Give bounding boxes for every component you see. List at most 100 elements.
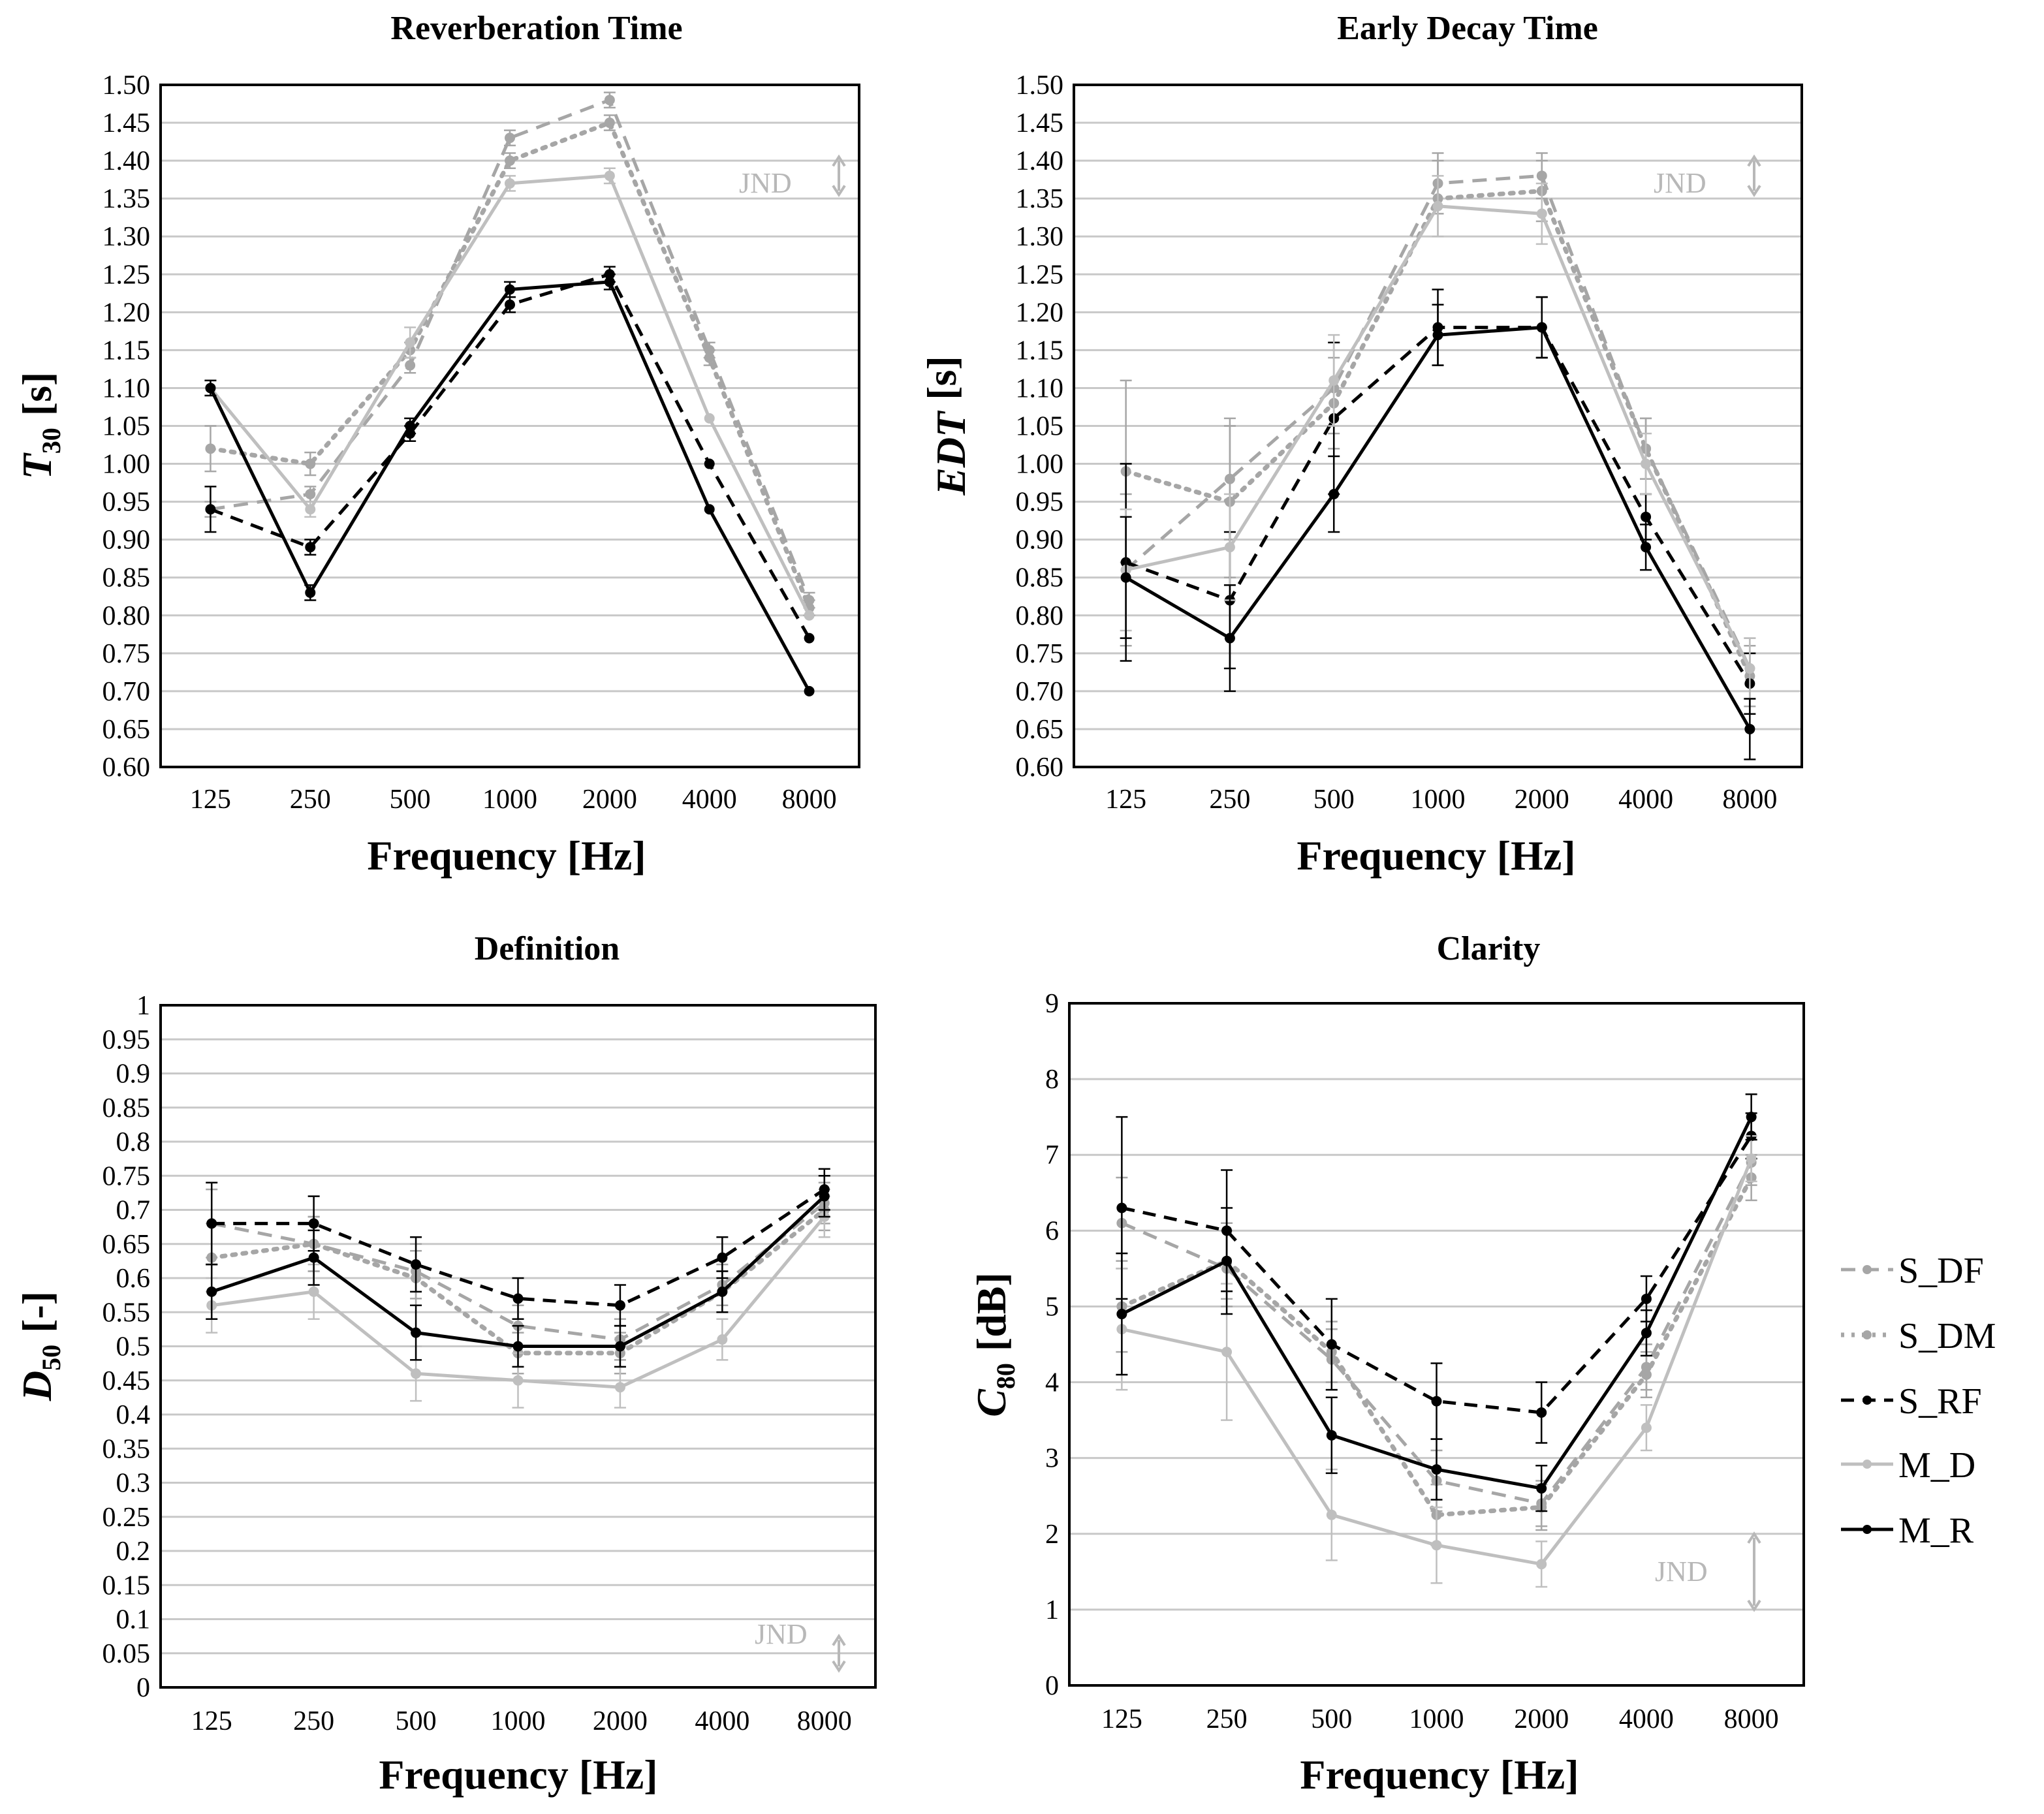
- data-point: [1329, 489, 1340, 499]
- y-tick-label: 0.95: [102, 1025, 151, 1055]
- data-point: [505, 284, 515, 295]
- jnd-arrow-head: [1747, 1531, 1761, 1544]
- jnd-arrow-head: [832, 154, 846, 167]
- jnd-label: JND: [739, 167, 792, 199]
- plot-frame: [159, 84, 860, 768]
- x-axis-label: Frequency [Hz]: [367, 832, 646, 879]
- chart-clarity: Clarity 0 1 2 3 4 5 6 7 8 9 125 250 500 1000 2000 4000 8…: [968, 930, 1805, 1798]
- plot-frame: [159, 1004, 877, 1689]
- data-point: [305, 458, 316, 469]
- data-point: [305, 489, 316, 499]
- data-point: [704, 413, 715, 424]
- chart-definition: Definition 0 0.05 0.1 0.15 0.2 0.25 0.3 0.35 0.4…: [14, 930, 877, 1798]
- y-tick-label: 1.35: [1016, 184, 1064, 214]
- x-tick-label: 2000: [1514, 1704, 1569, 1734]
- y-tick-label: 1.45: [1016, 108, 1064, 138]
- y-tick-label: 1.30: [1016, 222, 1064, 252]
- series-s-rf: [204, 266, 815, 644]
- data-point: [512, 1341, 524, 1352]
- y-tick-label: 0.7: [116, 1196, 151, 1226]
- data-point: [804, 633, 815, 644]
- data-point: [205, 443, 216, 454]
- x-tick-label: 8000: [797, 1706, 852, 1736]
- x-tick-label: 2000: [1515, 785, 1569, 815]
- data-point: [205, 383, 216, 394]
- data-point: [305, 587, 316, 598]
- data-point: [1641, 542, 1652, 553]
- data-point: [512, 1375, 524, 1386]
- y-tick-label: 1.05: [1016, 412, 1064, 442]
- y-tick-label: 1.00: [1016, 450, 1064, 480]
- jnd-arrow-head: [832, 1633, 846, 1646]
- series-line: [1125, 204, 1752, 670]
- y-tick-label: 0.85: [102, 1093, 151, 1123]
- data-point: [512, 1293, 524, 1304]
- chart-title: Early Decay Time: [1337, 10, 1598, 47]
- y-tick-label: 0.65: [1016, 715, 1064, 745]
- data-point: [411, 1259, 422, 1270]
- x-tick-label: 125: [1105, 785, 1146, 815]
- data-point: [1641, 1369, 1652, 1380]
- series-line: [209, 174, 811, 616]
- x-tick-label: 250: [293, 1706, 334, 1736]
- y-tick-label: 1.20: [1016, 298, 1064, 328]
- legend-label: M_R: [1898, 1510, 1974, 1551]
- y-tick-label: 0.75: [1016, 639, 1064, 669]
- data-point: [1746, 1112, 1757, 1123]
- series-line: [1124, 174, 1752, 670]
- data-point: [1536, 1483, 1547, 1494]
- x-tick-label: 1000: [482, 785, 537, 815]
- data-point: [1432, 200, 1443, 211]
- y-tick-label: 0.8: [116, 1127, 151, 1157]
- y-tick-label: 1.10: [102, 373, 151, 403]
- y-tick-label: 0.65: [102, 715, 151, 745]
- y-tick-label: 0.5: [116, 1332, 151, 1362]
- y-tick-label: 0.70: [1016, 677, 1064, 707]
- series-m-r: [1116, 1093, 1757, 1512]
- data-point: [1641, 458, 1652, 469]
- series-m-d: [1116, 1134, 1757, 1588]
- x-tick-label: 250: [1209, 785, 1250, 815]
- x-tick-label: 8000: [1724, 1704, 1779, 1734]
- legend-label: S_RF: [1898, 1381, 1982, 1422]
- y-tick-label: 0: [1045, 1671, 1059, 1701]
- data-point: [1744, 663, 1755, 674]
- data-point: [411, 1327, 422, 1338]
- jnd-arrow-head: [832, 185, 846, 198]
- jnd-arrow-head: [832, 1660, 846, 1673]
- y-tick-label: 0.75: [102, 639, 151, 669]
- legend-item-s-rf: S_RF: [1841, 1381, 1982, 1422]
- data-point: [1329, 375, 1340, 386]
- y-axis-label: D50[-]: [14, 1291, 66, 1401]
- y-tick-label: 0.60: [102, 753, 151, 783]
- y-tick-label: 1.20: [102, 298, 151, 328]
- data-point: [505, 133, 515, 144]
- data-point: [717, 1286, 728, 1297]
- legend-item-m-d: M_D: [1841, 1445, 1975, 1486]
- plot-frame: [1068, 1002, 1805, 1687]
- y-tick-label: 1.40: [102, 146, 151, 176]
- x-tick-label: 125: [190, 785, 231, 815]
- y-tick-label: 0.3: [116, 1469, 151, 1499]
- jnd-arrow-head: [1747, 154, 1761, 167]
- y-tick-label: 1.45: [102, 108, 151, 138]
- y-axis-label: EDT[s]: [919, 356, 974, 496]
- chart-title: Reverberation Time: [390, 10, 682, 47]
- data-point: [405, 337, 416, 348]
- chart-reverberation-time: Reverberation Time 0.60 0.65 0.70 0.75 0.80 0…: [14, 10, 860, 879]
- x-axis-label: Frequency [Hz]: [379, 1751, 657, 1798]
- data-point: [604, 117, 615, 129]
- x-axis-label: Frequency [Hz]: [1297, 832, 1575, 879]
- y-tick-label: 0: [136, 1673, 150, 1703]
- data-point: [1641, 1328, 1652, 1339]
- y-tick-label: 0.45: [102, 1366, 151, 1396]
- y-tick-label: 4: [1045, 1368, 1059, 1398]
- y-tick-label: 6: [1045, 1216, 1059, 1246]
- data-point: [717, 1334, 728, 1345]
- data-point: [1746, 1153, 1757, 1165]
- data-point: [614, 1382, 625, 1393]
- x-tick-label: 125: [191, 1706, 232, 1736]
- y-tick-label: 3: [1045, 1444, 1059, 1474]
- y-tick-label: 0.60: [1016, 753, 1064, 783]
